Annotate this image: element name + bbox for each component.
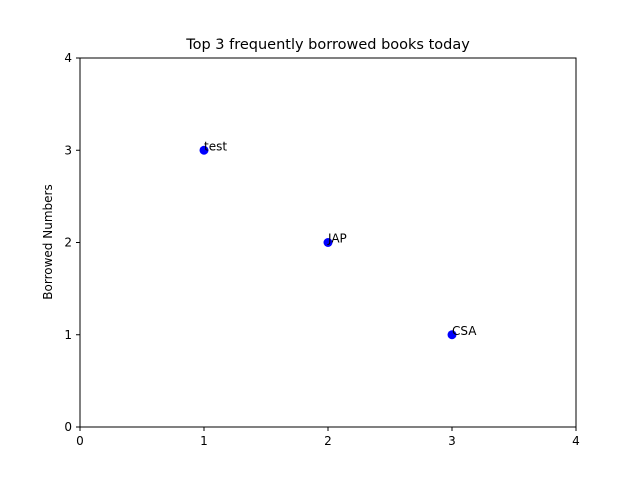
data-point-label: test bbox=[204, 139, 227, 153]
y-tick-label: 1 bbox=[64, 328, 72, 342]
data-point-marker bbox=[447, 330, 457, 340]
axis-ticks: 0 1 2 3 4 0 1 2 3 4 bbox=[64, 51, 579, 448]
data-point-marker bbox=[323, 238, 333, 247]
x-tick-label: 2 bbox=[324, 434, 332, 448]
data-point-marker bbox=[199, 145, 209, 155]
y-tick-label: 3 bbox=[64, 143, 72, 157]
y-tick-label: 2 bbox=[64, 236, 72, 250]
data-point-label: CSA bbox=[452, 324, 477, 338]
data-point-label: JAP bbox=[327, 232, 347, 246]
x-tick-label: 3 bbox=[448, 434, 456, 448]
x-tick-label: 0 bbox=[76, 434, 84, 448]
y-tick-label: 0 bbox=[64, 420, 72, 434]
y-axis-label: Borrowed Numbers bbox=[41, 184, 55, 299]
x-tick-label: 1 bbox=[200, 434, 208, 448]
plot-frame bbox=[79, 57, 577, 428]
data-points: test JAP CSA bbox=[199, 139, 477, 340]
chart-title: Top 3 frequently borrowed books today bbox=[185, 37, 470, 53]
x-tick-label: 4 bbox=[572, 434, 580, 448]
y-tick-label: 4 bbox=[64, 51, 72, 65]
